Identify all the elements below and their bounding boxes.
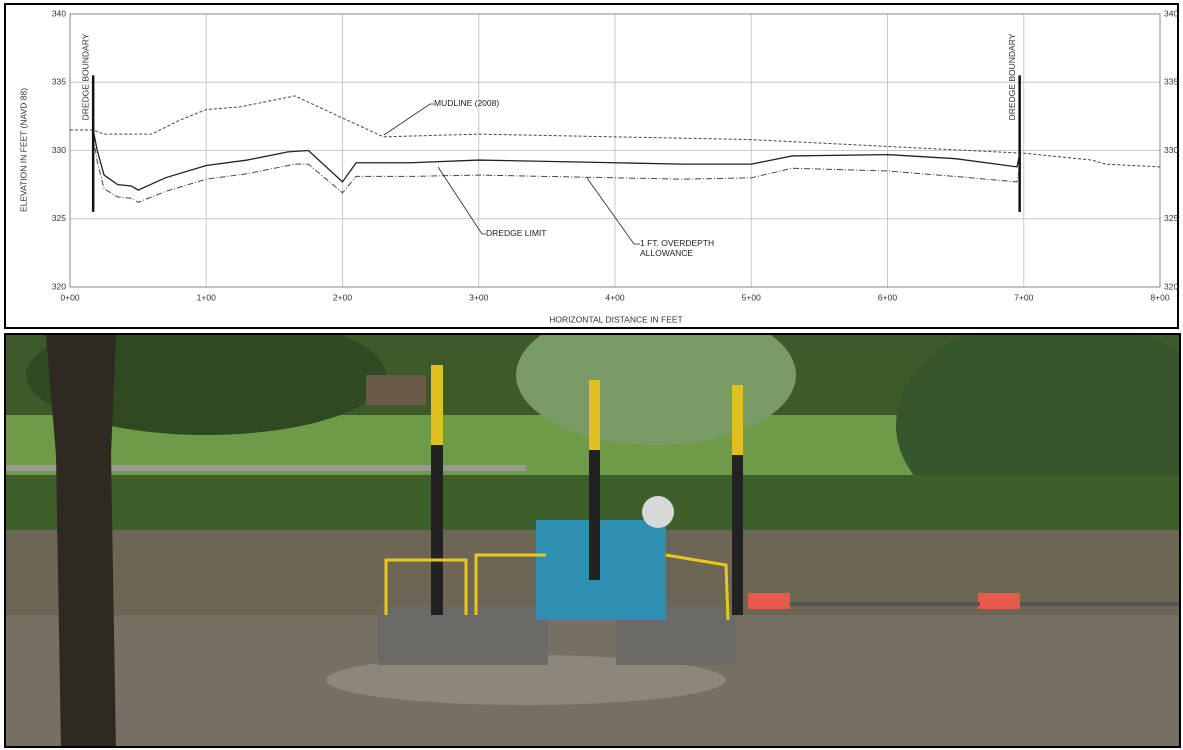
series-callout: MUDLINE (2008) (434, 98, 500, 108)
y2-tick-label: 320 (1164, 281, 1178, 291)
x-tick-label: 2+00 (333, 292, 352, 302)
y-tick-label: 320 (52, 281, 66, 291)
y2-tick-label: 325 (1164, 213, 1178, 223)
y-tick-label: 330 (52, 145, 66, 155)
photo-scene (6, 335, 1179, 746)
y2-tick-label: 340 (1164, 8, 1178, 18)
series-callout: DREDGE LIMIT (486, 228, 547, 238)
y-tick-label: 335 (52, 77, 66, 87)
callout-leader (586, 177, 640, 245)
x-tick-label: 6+00 (878, 292, 897, 302)
dredge-photo (4, 333, 1181, 748)
x-axis-label: HORIZONTAL DISTANCE IN FEET (549, 314, 683, 324)
plot-frame (69, 13, 1161, 288)
callout-leader (437, 166, 486, 235)
series-line (70, 95, 1161, 168)
x-tick-label: 7+00 (1014, 292, 1033, 302)
series-line (92, 136, 1021, 203)
y2-tick-label: 330 (1164, 145, 1178, 155)
y2-tick-label: 335 (1164, 77, 1178, 87)
x-tick-label: 5+00 (742, 292, 761, 302)
chart: HORIZONTAL DISTANCE IN FEET ELEVATION IN… (18, 8, 1178, 324)
boundary-label: DREDGE BOUNDARY (80, 33, 90, 120)
callout-leader (383, 103, 434, 136)
chart-panel: HORIZONTAL DISTANCE IN FEET ELEVATION IN… (4, 3, 1179, 329)
y-axis-label: ELEVATION IN FEET (NAVD 88) (18, 88, 28, 212)
x-tick-label: 1+00 (197, 292, 216, 302)
x-tick-label: 4+00 (605, 292, 624, 302)
boundary-label: DREDGE BOUNDARY (1007, 33, 1017, 120)
y-tick-label: 340 (52, 8, 66, 18)
x-tick-label: 0+00 (60, 292, 79, 302)
series-callout: 1 FT. OVERDEPTH ALLOWANCE (640, 238, 715, 258)
x-tick-label: 8+00 (1150, 292, 1169, 302)
series-line (92, 129, 1021, 191)
x-tick-label: 3+00 (469, 292, 488, 302)
y-tick-label: 325 (52, 213, 66, 223)
